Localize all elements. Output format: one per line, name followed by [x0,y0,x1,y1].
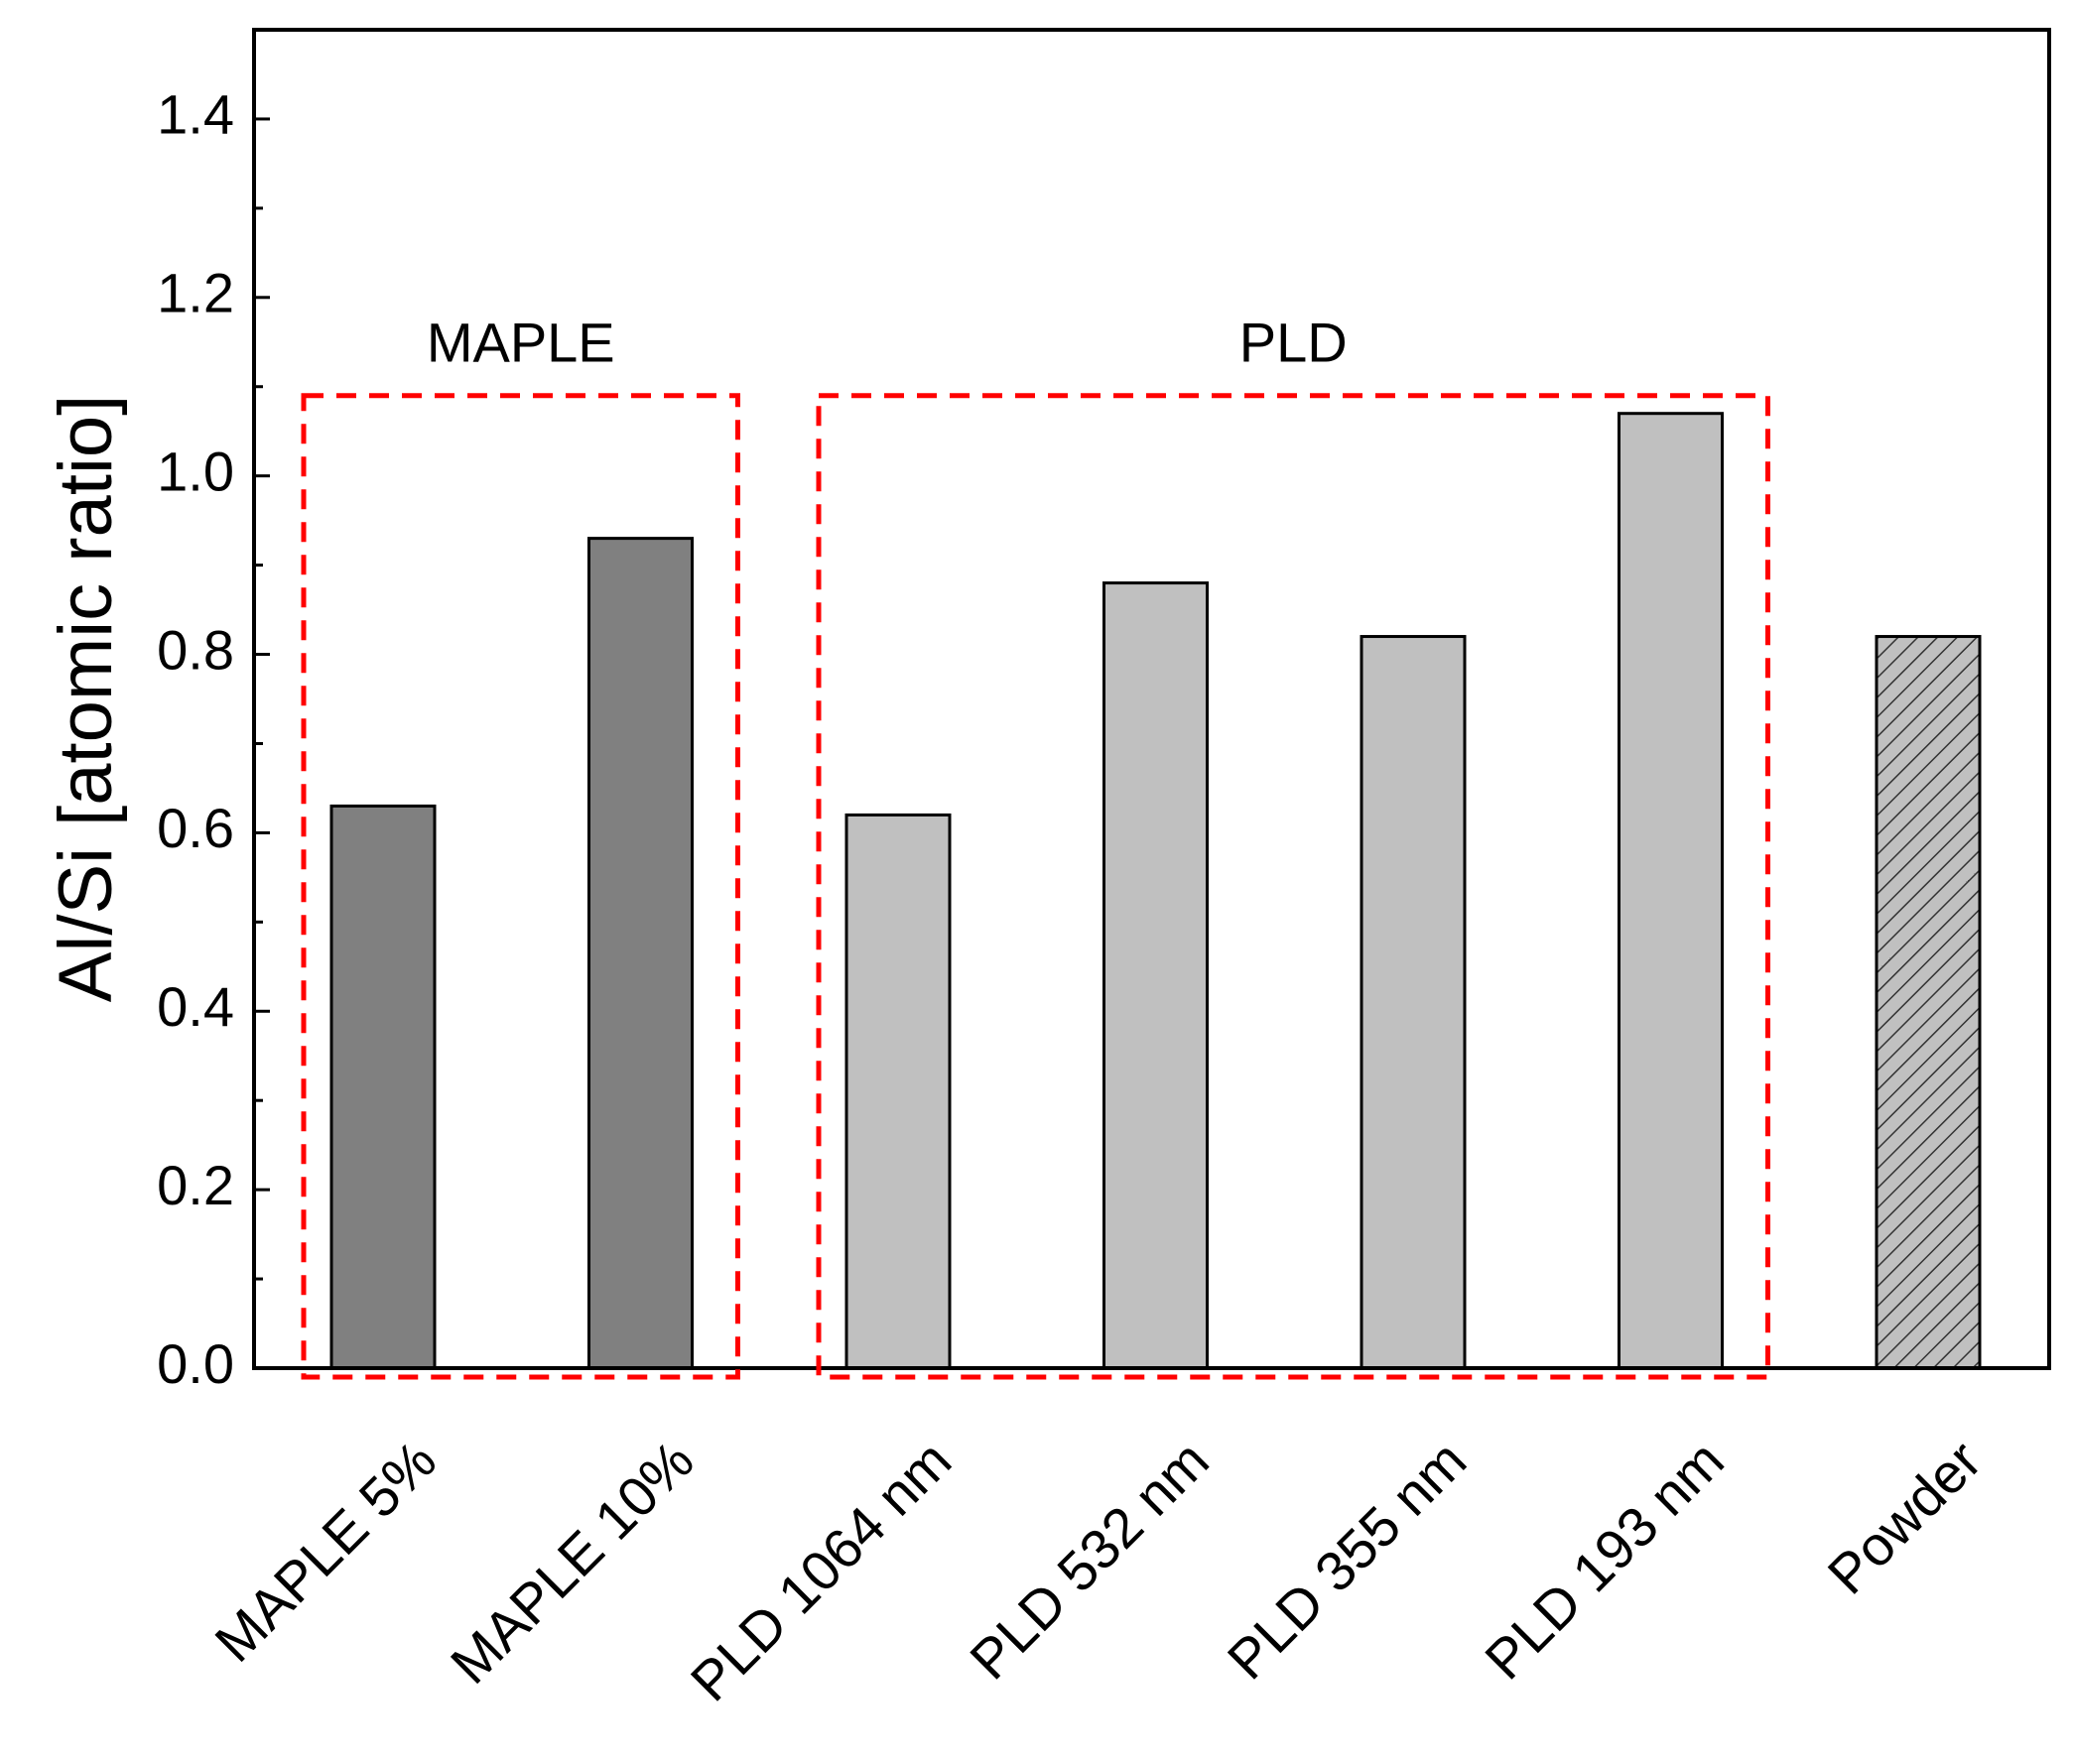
bar-series [254,412,2049,1370]
x-tick-label: MAPLE 5% [202,1429,448,1674]
bar-pld-193-nm [1618,412,1724,1370]
x-tick-label: Powder [1816,1429,1994,1606]
y-tick-label: 1.0 [157,440,234,502]
y-tick-label: 1.4 [157,83,234,146]
x-tick-label: PLD 1064 nm [679,1429,964,1713]
y-tick-label: 0.0 [157,1332,234,1395]
bar-maple-10- [587,537,694,1370]
annotation-box-pld [816,393,1770,1380]
annotations: MAPLE PLD [301,312,1770,1380]
y-tick-label: 0.6 [157,797,234,859]
x-tick-label: PLD 193 nm [1473,1429,1736,1692]
bar-maple-5- [329,804,437,1370]
bar-pld-1064-nm [844,813,952,1370]
bar-pld-355-nm [1360,635,1467,1370]
y-axis-title: Al/Si [atomic ratio] [44,395,128,1002]
y-tick-label: 1.2 [157,262,234,324]
x-tick-label: PLD 355 nm [1216,1429,1479,1692]
annotation-label-maple: MAPLE [427,312,615,374]
y-tick-label: 0.4 [157,975,234,1038]
x-tick-label: PLD 532 nm [958,1429,1221,1692]
y-tick-label: 0.2 [157,1154,234,1216]
bar-powder [1875,635,1982,1370]
x-tick-label: MAPLE 10% [439,1429,706,1696]
annotation-label-pld: PLD [1239,312,1348,374]
annotation-box-maple [301,393,740,1380]
bar-pld-532-nm [1102,581,1209,1370]
y-tick-label: 0.8 [157,618,234,681]
y-axis: 0.0 0.2 0.4 0.6 0.8 1.0 1.2 1.4 [157,28,270,1395]
